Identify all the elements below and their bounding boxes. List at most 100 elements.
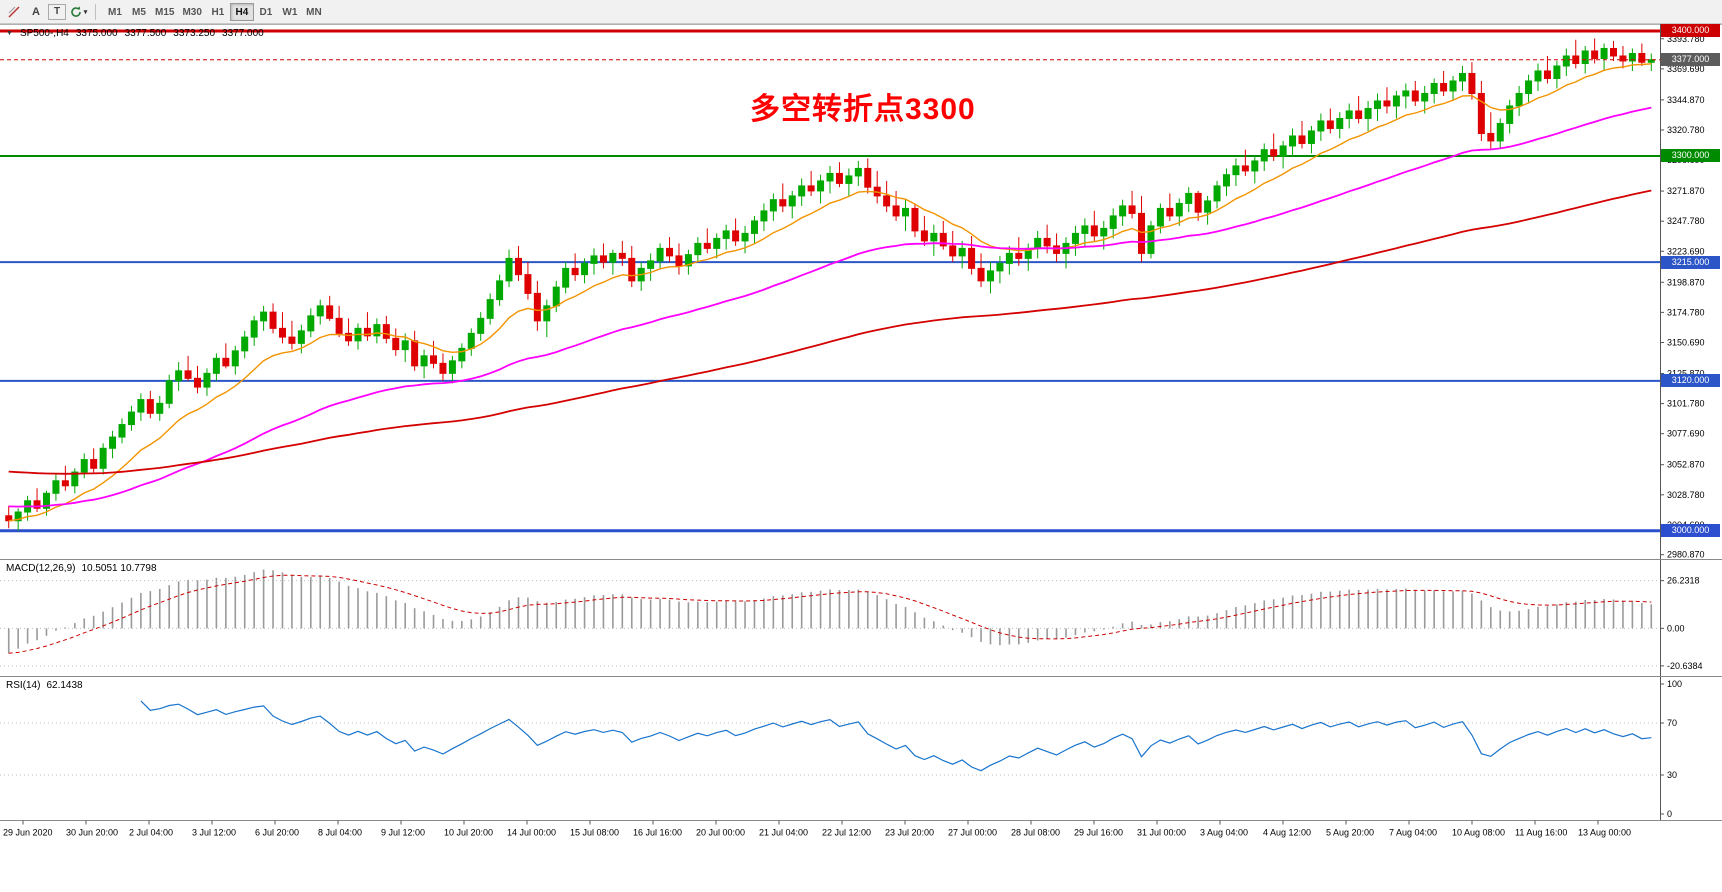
ohlc-high: 3377.500 [124,28,167,39]
svg-text:31 Jul 00:00: 31 Jul 00:00 [1137,828,1186,838]
ohlc-low: 3373.250 [173,28,216,39]
candles-layer [5,38,1655,531]
text-tool-icon[interactable]: A [32,5,40,18]
timeframe-button-w1[interactable]: W1 [278,3,302,21]
timeframe-button-m1[interactable]: M1 [103,3,127,21]
svg-text:8 Jul 04:00: 8 Jul 04:00 [318,828,362,838]
shapes-tool-icon[interactable]: T [48,3,66,20]
svg-text:3077.690: 3077.690 [1667,429,1705,439]
symbol-timeframe-label: SP500-,H4 [19,28,69,39]
svg-text:10 Jul 20:00: 10 Jul 20:00 [444,828,493,838]
svg-text:16 Jul 16:00: 16 Jul 16:00 [633,828,682,838]
current-price-badge: 3377.000 [1661,53,1720,67]
timeframe-toolbar: M1 M5 M15 M30 H1 H4 D1 W1 MN [103,2,326,22]
svg-text:70: 70 [1667,718,1677,728]
cycle-tool-icon[interactable]: ▾ [68,3,88,21]
macd-histogram [7,569,1653,654]
svg-text:13 Aug 00:00: 13 Aug 00:00 [1578,828,1631,838]
svg-text:3198.870: 3198.870 [1667,277,1705,287]
svg-text:2980.870: 2980.870 [1667,550,1705,560]
rsi-name: RSI(14) [6,680,41,691]
price-badge-3120.000: 3120.000 [1661,374,1720,388]
macd-levels: 26.2318 0.00 -20.6384 [0,576,1703,671]
chart-canvas[interactable]: 3393.7803369.6903344.8703320.7803296.690… [0,24,1722,892]
rsi-levels: 100 70 30 0 [0,679,1682,819]
svg-text:9 Jul 12:00: 9 Jul 12:00 [381,828,425,838]
svg-text:21 Jul 04:00: 21 Jul 04:00 [759,828,808,838]
timeframe-button-mn[interactable]: MN [302,3,326,21]
svg-text:29 Jun 2020: 29 Jun 2020 [3,828,53,838]
svg-text:100: 100 [1667,679,1682,689]
macd-name: MACD(12,26,9) [6,563,76,574]
svg-text:-20.6384: -20.6384 [1667,661,1703,671]
svg-text:20 Jul 00:00: 20 Jul 00:00 [696,828,745,838]
toolbar-separator [95,3,96,20]
svg-text:30 Jun 20:00: 30 Jun 20:00 [66,828,118,838]
price-badge-3400.000: 3400.000 [1661,24,1720,38]
price-badge-3300.000: 3300.000 [1661,149,1720,163]
svg-text:5 Aug 20:00: 5 Aug 20:00 [1326,828,1374,838]
svg-text:6 Jul 20:00: 6 Jul 20:00 [255,828,299,838]
svg-text:15 Jul 08:00: 15 Jul 08:00 [570,828,619,838]
ohlc-open: 3375.000 [75,28,118,39]
trendline-glyph [8,5,20,18]
chart-area[interactable]: 3393.7803369.6903344.8703320.7803296.690… [0,24,1722,892]
chart-annotation[interactable]: 多空转折点3300 [750,93,976,126]
ma-mid-line [8,106,1652,508]
svg-text:0: 0 [1667,809,1672,819]
timeframe-button-m30[interactable]: M30 [178,3,205,21]
price-badge-3000.000: 3000.000 [1661,524,1720,538]
top-toolbar: A T ▾ M1 M5 M15 M30 H1 H4 D1 W1 MN [0,0,1722,24]
svg-text:3271.870: 3271.870 [1667,186,1705,196]
timeframe-button-d1[interactable]: D1 [254,3,278,21]
svg-text:3125.870: 3125.870 [1667,368,1705,378]
svg-text:3052.870: 3052.870 [1667,460,1705,470]
timeframe-button-m15[interactable]: M15 [151,3,178,21]
svg-text:11 Aug 16:00: 11 Aug 16:00 [1515,828,1567,838]
svg-text:0.00: 0.00 [1667,623,1685,633]
rsi-value: 62.1438 [46,680,83,691]
macd-indicator-label: MACD(12,26,9) 10.5051 10.7798 [6,563,157,574]
rsi-line [140,700,1652,772]
macd-signal-line [8,574,1652,654]
svg-text:23 Jul 20:00: 23 Jul 20:00 [885,828,934,838]
svg-text:14 Jul 00:00: 14 Jul 00:00 [507,828,556,838]
rsi-indicator-label: RSI(14) 62.1438 [6,680,83,691]
time-axis[interactable]: 29 Jun 2020 30 Jun 20:00 2 Jul 04:00 3 Jul … [3,820,1631,838]
svg-text:3320.780: 3320.780 [1667,125,1705,135]
svg-text:3028.780: 3028.780 [1667,490,1705,500]
svg-text:3 Jul 12:00: 3 Jul 12:00 [192,828,236,838]
svg-text:29 Jul 16:00: 29 Jul 16:00 [1074,828,1123,838]
svg-text:3369.690: 3369.690 [1667,64,1705,74]
svg-text:3344.870: 3344.870 [1667,95,1705,105]
ohlc-close: 3377.000 [222,28,264,39]
svg-text:3150.690: 3150.690 [1667,337,1705,347]
symbol-dropdown-icon[interactable]: ▼ [6,30,13,37]
ma-slow-line [8,189,1652,475]
chart-header: ▼ SP500-,H4 3375.000 3377.500 3373.250 3… [6,28,264,39]
svg-text:3174.780: 3174.780 [1667,307,1705,317]
svg-text:30: 30 [1667,770,1677,780]
svg-text:27 Jul 00:00: 27 Jul 00:00 [948,828,997,838]
caret-down-icon: ▾ [83,8,88,16]
macd-values: 10.5051 10.7798 [81,563,157,574]
svg-text:3101.780: 3101.780 [1667,399,1705,409]
timeframe-button-h4[interactable]: H4 [229,3,254,22]
svg-text:22 Jul 12:00: 22 Jul 12:00 [822,828,871,838]
svg-text:3247.780: 3247.780 [1667,216,1705,226]
svg-text:2 Jul 04:00: 2 Jul 04:00 [129,828,173,838]
svg-text:28 Jul 08:00: 28 Jul 08:00 [1011,828,1060,838]
price-badge-3215.000: 3215.000 [1661,255,1720,269]
svg-text:4 Aug 12:00: 4 Aug 12:00 [1263,828,1311,838]
cycle-glyph [70,5,81,17]
price-axis[interactable]: 3393.7803369.6903344.8703320.7803296.690… [1660,34,1705,560]
timeframe-button-m5[interactable]: M5 [127,3,151,21]
svg-text:10 Aug 08:00: 10 Aug 08:00 [1452,828,1505,838]
svg-text:26.2318: 26.2318 [1667,576,1700,586]
timeframe-button-h1[interactable]: H1 [206,3,230,21]
svg-text:3 Aug 04:00: 3 Aug 04:00 [1200,828,1248,838]
svg-text:3393.780: 3393.780 [1667,34,1705,44]
trendline-tool-icon[interactable] [4,3,24,21]
ma-fast-line [8,63,1652,522]
svg-text:3223.690: 3223.690 [1667,246,1705,256]
